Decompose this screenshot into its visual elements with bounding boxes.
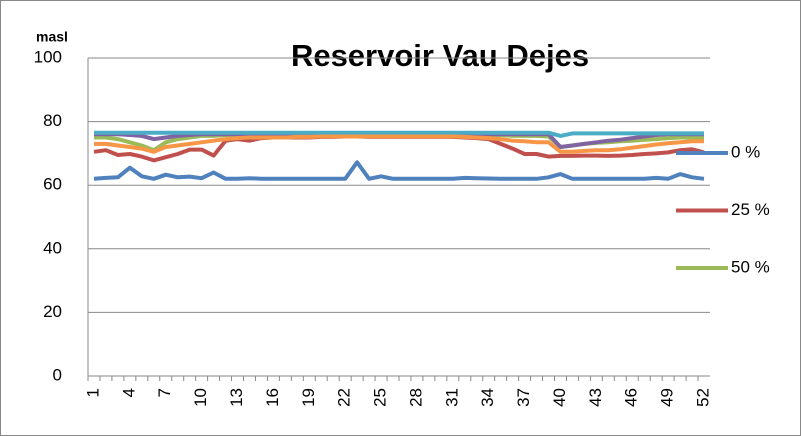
series-line — [93, 160, 705, 181]
y-tick-label: 40 — [43, 238, 62, 257]
x-tick-label: 40 — [550, 388, 569, 407]
x-tick-label: 10 — [191, 388, 210, 407]
y-tick-label: 0 — [53, 365, 62, 384]
y-tick-label: 100 — [34, 47, 62, 66]
x-tick-label: 19 — [299, 388, 318, 407]
x-tick-label: 37 — [514, 388, 533, 407]
y-tick-label: 60 — [43, 175, 62, 194]
x-tick-label: 25 — [371, 388, 390, 407]
x-tick-label: 49 — [658, 388, 677, 407]
x-tick-label: 4 — [119, 388, 138, 397]
x-tick-label: 22 — [335, 388, 354, 407]
y-axis-label: masl — [36, 29, 68, 45]
x-tick-label: 13 — [227, 388, 246, 407]
series-line — [94, 134, 704, 154]
x-tick-label: 46 — [622, 388, 641, 407]
x-tick-label: 16 — [263, 388, 282, 407]
x-tick-label: 43 — [586, 388, 605, 407]
legend-label: 0 % — [731, 142, 760, 161]
x-tick-label: 7 — [155, 388, 174, 397]
x-tick-label: 28 — [406, 388, 425, 407]
legend-label: 25 % — [731, 200, 770, 219]
chart-title: Reservoir Vau Dejes — [291, 38, 589, 73]
series-line — [94, 130, 704, 138]
x-tick-label: 34 — [478, 388, 497, 407]
legend-label: 50 % — [731, 257, 770, 276]
x-tick-label: 52 — [694, 388, 713, 407]
y-tick-label: 80 — [43, 111, 62, 130]
x-tick-label: 1 — [83, 388, 102, 397]
x-tick-label: 31 — [442, 388, 461, 407]
y-tick-label: 20 — [43, 302, 62, 321]
